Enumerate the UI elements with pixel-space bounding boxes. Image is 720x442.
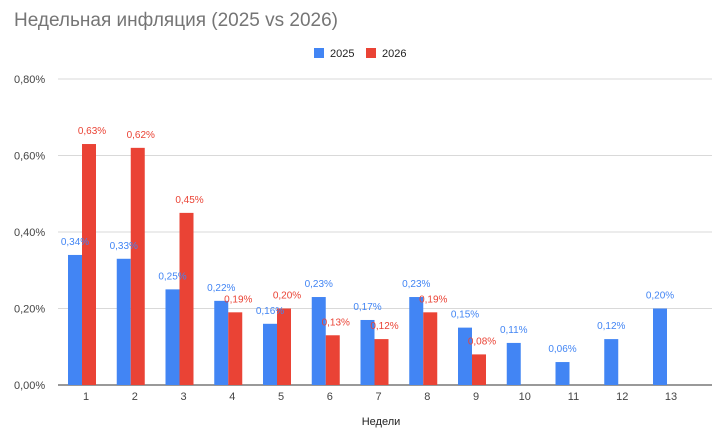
data-label-2026-week-7: 0,12%	[370, 321, 398, 332]
data-label-2025-week-8: 0,23%	[402, 279, 430, 290]
y-axis-ticks: 0,00% 0,20% 0,40% 0,60% 0,80%	[14, 74, 45, 392]
x-tick-label: 8	[424, 391, 430, 403]
y-tick-label: 0,20%	[14, 304, 45, 316]
x-tick-label: 6	[327, 391, 333, 403]
bar-2025-week-8	[409, 297, 424, 385]
x-tick-label: 5	[278, 391, 284, 403]
bar-2026-week-5	[277, 308, 291, 385]
bar-2026-week-7	[374, 339, 389, 385]
data-label-2026-week-2: 0,62%	[127, 130, 155, 141]
data-label-2026-week-3: 0,45%	[175, 195, 203, 206]
x-tick-label: 12	[616, 391, 628, 403]
x-tick-label: 7	[375, 391, 381, 403]
x-axis-title: Недели	[362, 416, 401, 428]
data-labels: 0,34%0,63%0,33%0,62%0,25%0,45%0,22%0,19%…	[61, 126, 674, 355]
bar-2025-week-1	[68, 254, 82, 385]
bar-2026-week-8	[423, 312, 438, 385]
legend-swatch-2026	[366, 48, 376, 58]
x-tick-label: 1	[83, 391, 89, 403]
bar-2026-week-3	[179, 212, 194, 385]
chart-title: Недельная инфляция (2025 vs 2026)	[14, 10, 339, 31]
x-tick-label: 13	[665, 391, 677, 403]
legend-label-2025: 2025	[330, 48, 354, 60]
data-label-2025-week-13: 0,20%	[646, 291, 674, 302]
data-label-2025-week-4: 0,22%	[207, 283, 235, 294]
bar-2026-week-2	[130, 147, 145, 385]
bar-2025-week-7	[360, 319, 375, 385]
data-label-2025-week-11: 0,06%	[548, 344, 576, 355]
bars	[68, 144, 667, 385]
x-tick-label: 11	[568, 391, 579, 403]
bar-2026-week-9	[472, 354, 486, 385]
data-label-2025-week-5: 0,16%	[256, 306, 284, 317]
legend-swatch-2025	[314, 48, 324, 58]
y-tick-label: 0,80%	[14, 74, 45, 86]
data-label-2026-week-4: 0,19%	[224, 294, 252, 305]
data-label-2025-week-6: 0,23%	[305, 279, 333, 290]
x-tick-label: 4	[229, 391, 235, 403]
bar-2025-week-11	[555, 362, 570, 385]
bar-2025-week-6	[311, 297, 326, 385]
bar-2025-week-12	[604, 339, 619, 385]
y-tick-label: 0,00%	[14, 380, 45, 392]
data-label-2025-week-2: 0,33%	[110, 241, 138, 252]
data-label-2025-week-7: 0,17%	[353, 302, 381, 313]
bar-2025-week-2	[116, 258, 131, 385]
bar-2026-week-1	[82, 144, 96, 385]
y-tick-label: 0,60%	[14, 151, 45, 163]
bar-2025-week-3	[165, 289, 180, 385]
bar-2025-week-9	[458, 327, 472, 385]
data-label-2025-week-1: 0,34%	[61, 237, 89, 248]
data-label-2026-week-5: 0,20%	[273, 291, 301, 302]
bar-2025-week-13	[653, 308, 667, 385]
legend-label-2026: 2026	[382, 48, 406, 60]
bar-2026-week-4	[228, 312, 243, 385]
y-tick-label: 0,40%	[14, 227, 45, 239]
x-tick-label: 3	[180, 391, 186, 403]
bar-2025-week-5	[263, 323, 277, 385]
data-label-2026-week-8: 0,19%	[419, 294, 447, 305]
data-label-2025-week-12: 0,12%	[597, 321, 625, 332]
legend: 2025 2026	[314, 48, 406, 60]
data-label-2026-week-9: 0,08%	[468, 336, 496, 347]
bar-2026-week-6	[325, 335, 340, 385]
x-tick-label: 10	[519, 391, 531, 403]
data-label-2025-week-10: 0,11%	[500, 325, 528, 336]
data-label-2025-week-9: 0,15%	[451, 310, 479, 321]
x-axis-ticks: 1 2 3 4 5 6 7 8 9 10 11 12 13	[83, 391, 677, 403]
x-tick-label: 9	[473, 391, 479, 403]
data-label-2025-week-3: 0,25%	[158, 271, 186, 282]
x-tick-label: 2	[132, 391, 138, 403]
bar-2025-week-4	[214, 300, 229, 385]
data-label-2026-week-6: 0,13%	[322, 317, 350, 328]
data-label-2026-week-1: 0,63%	[78, 126, 106, 137]
bar-2025-week-10	[506, 342, 521, 385]
